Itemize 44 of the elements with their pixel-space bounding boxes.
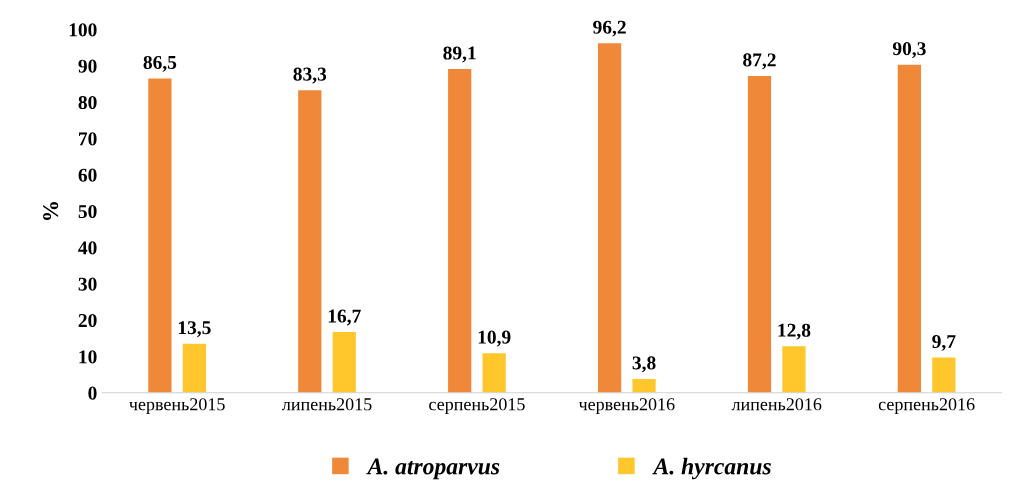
data-label: 87,2: [743, 53, 776, 70]
data-label: 83,3: [293, 67, 327, 84]
bar: [782, 346, 806, 393]
data-label: 9,7: [932, 334, 956, 351]
y-tick-label: 20: [78, 313, 97, 328]
y-tick-label: 100: [69, 23, 97, 37]
x-tick-label: липень2015: [282, 398, 372, 411]
data-label: 3,8: [632, 356, 656, 373]
bar: [932, 357, 956, 393]
x-tick-label: червень2015: [129, 398, 225, 415]
y-tick-label: 40: [78, 241, 97, 255]
bar: [632, 378, 656, 393]
y-tick-label: 10: [79, 350, 97, 364]
y-tick-label: 90: [78, 59, 97, 73]
data-label: 86,5: [143, 55, 177, 72]
x-tick-label: серпень2016: [878, 398, 975, 415]
legend-label: A. atroparvus: [366, 458, 500, 480]
y-tick-label: 30: [78, 277, 97, 291]
bar: [597, 43, 622, 393]
bar: [182, 343, 206, 393]
x-tick-label: липень2016: [731, 398, 822, 411]
bar: [332, 332, 356, 393]
y-tick-label: 80: [78, 95, 97, 110]
data-label: 90,3: [892, 42, 926, 59]
data-label: 10,9: [478, 330, 511, 347]
y-tick-label: 0: [88, 386, 97, 400]
data-label: 96,2: [593, 20, 626, 37]
y-axis-title: %: [43, 202, 59, 220]
bar: [298, 90, 322, 393]
bar: [897, 64, 921, 393]
y-tick-label: 50: [78, 204, 97, 219]
data-label: 12,8: [778, 323, 811, 340]
x-tick-label: серпень2015: [429, 398, 525, 415]
bar: [482, 353, 506, 393]
legend-label: A. hyrcanus: [652, 457, 771, 480]
y-tick-label: 70: [79, 132, 97, 146]
data-label: 89,1: [443, 46, 476, 63]
y-tick-label: 60: [78, 168, 97, 182]
bar: [747, 75, 772, 393]
bar: [448, 69, 472, 393]
bar: [148, 78, 172, 393]
data-label: 13,5: [178, 321, 211, 338]
data-label: 16,7: [328, 309, 361, 326]
x-tick-label: червень2016: [578, 398, 675, 415]
